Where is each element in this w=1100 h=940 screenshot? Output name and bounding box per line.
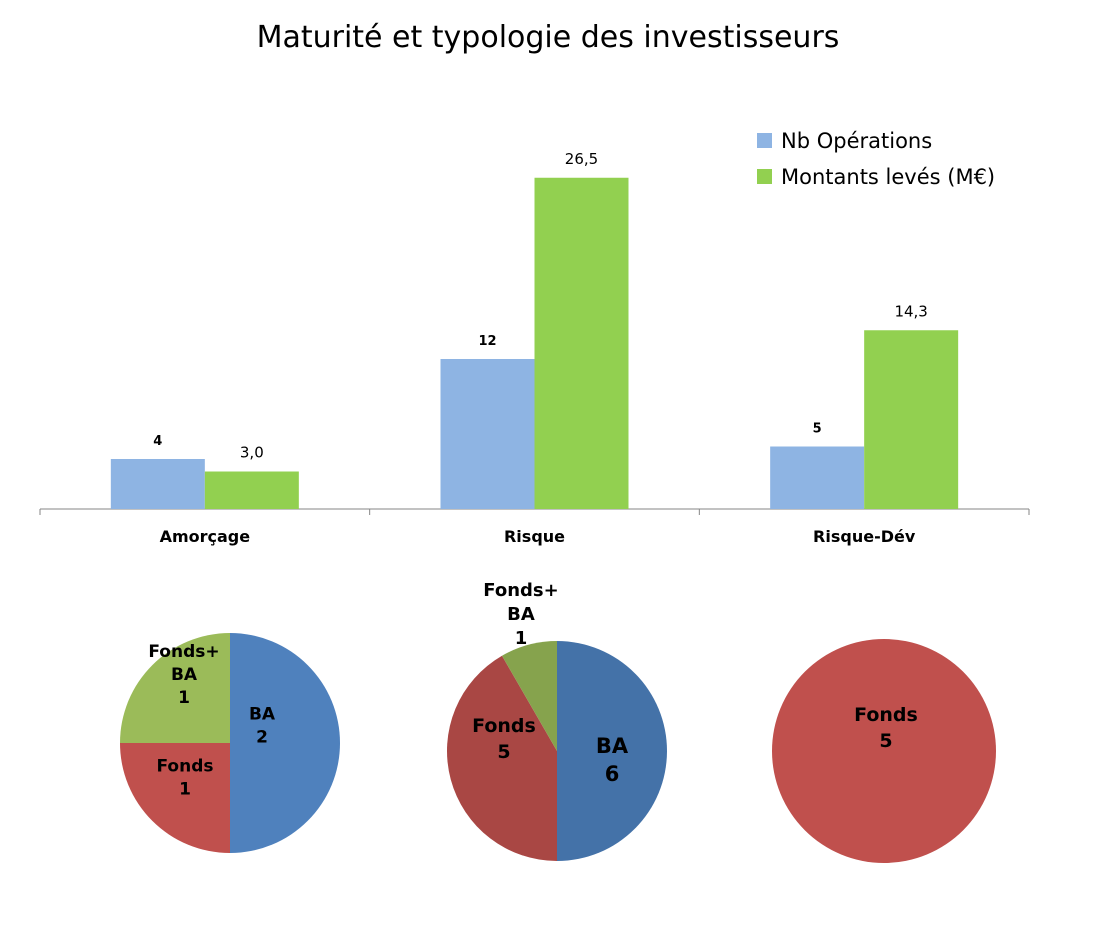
pie-slice-risque-dev-fonds	[772, 639, 996, 863]
pie-slice-amorcage-fonds	[120, 743, 230, 853]
pie-label-amorcage-ba: BA 2	[249, 705, 276, 748]
pie-category-label: BA	[596, 734, 629, 758]
pie-category-label: Fonds+	[148, 642, 219, 662]
pie-value-label: 1	[515, 628, 528, 649]
pie-slice-risque-ba	[557, 641, 667, 861]
pie-slice-amorcage-ba	[230, 633, 340, 853]
legend: Nb Opérations Montants levés (M€)	[757, 129, 995, 189]
pie-value-label: 6	[605, 762, 620, 786]
bar-montants-leves-m-amorcage	[204, 471, 299, 509]
chart-title: Maturité et typologie des investisseurs	[257, 20, 840, 55]
pie-slice-amorcage-fonds-ba	[120, 633, 230, 743]
legend-swatch-nb-operations	[757, 133, 772, 148]
pie-category-label: Fonds+	[483, 580, 558, 601]
pie-category-label: BA	[249, 705, 276, 725]
data-label-montants-leves-m-amorcage: 3,0	[240, 444, 264, 462]
pie-label-amorcage-fonds-ba: Fonds+ BA 1	[148, 642, 219, 708]
pie-category-label: Fonds	[157, 757, 214, 777]
bar-montants-leves-m-risque	[534, 177, 629, 509]
pie-slice-risque-fonds	[447, 655, 557, 861]
pie-value-label: 2	[256, 728, 268, 748]
pie-value-label: 1	[179, 780, 191, 800]
pie-chart-risque: BA 6 Fonds 5 Fonds+ BA 1	[447, 580, 667, 861]
pie-chart-risque-dev: Fonds 5	[772, 639, 996, 863]
x-tick-label-risque-dev: Risque-Dév	[813, 527, 916, 546]
bar-chart: 4 3,0 Amorçage 12 26,5 Risque 5 14,3 Risque-Dév	[39, 150, 1030, 546]
pie-slice-risque-fonds-ba	[502, 641, 557, 751]
pie-category-label: BA	[171, 665, 198, 685]
data-label-nb-operations-amorcage: 4	[153, 434, 162, 449]
pie-label-amorcage-fonds: Fonds 1	[157, 757, 214, 800]
pie-value-label: 5	[497, 741, 510, 763]
x-tick-label-risque: Risque	[504, 527, 565, 546]
pie-category-label: Fonds	[472, 715, 536, 737]
legend-label-montants-leves-m: Montants levés (M€)	[781, 165, 995, 189]
pie-label-risque-fonds-ba: Fonds+ BA 1	[483, 580, 558, 649]
pie-label-risque-ba: BA 6	[596, 734, 629, 786]
pie-label-risque-fonds: Fonds 5	[472, 715, 536, 763]
bar-nb-operations-amorcage	[110, 459, 205, 509]
pie-label-risque-dev-fonds: Fonds 5	[854, 704, 918, 752]
pie-category-label: BA	[507, 604, 535, 625]
x-tick-label-amorcage: Amorçage	[160, 527, 251, 546]
pie-chart-amorcage: BA 2 Fonds 1 Fonds+ BA 1	[120, 633, 340, 853]
bar-montants-leves-m-risque-dev	[864, 330, 959, 509]
data-label-montants-leves-m-risque: 26,5	[565, 150, 598, 168]
pie-category-label: Fonds	[854, 704, 918, 726]
pie-value-label: 1	[178, 688, 190, 708]
data-label-nb-operations-risque-dev: 5	[813, 422, 822, 437]
pie-value-label: 5	[879, 730, 892, 752]
data-label-nb-operations-risque: 12	[478, 334, 496, 349]
legend-label-nb-operations: Nb Opérations	[781, 129, 932, 153]
bar-nb-operations-risque-dev	[770, 446, 865, 509]
bar-nb-operations-risque	[440, 359, 535, 509]
data-label-montants-leves-m-risque-dev: 14,3	[894, 302, 927, 320]
legend-swatch-montants-leves-m	[757, 169, 772, 184]
